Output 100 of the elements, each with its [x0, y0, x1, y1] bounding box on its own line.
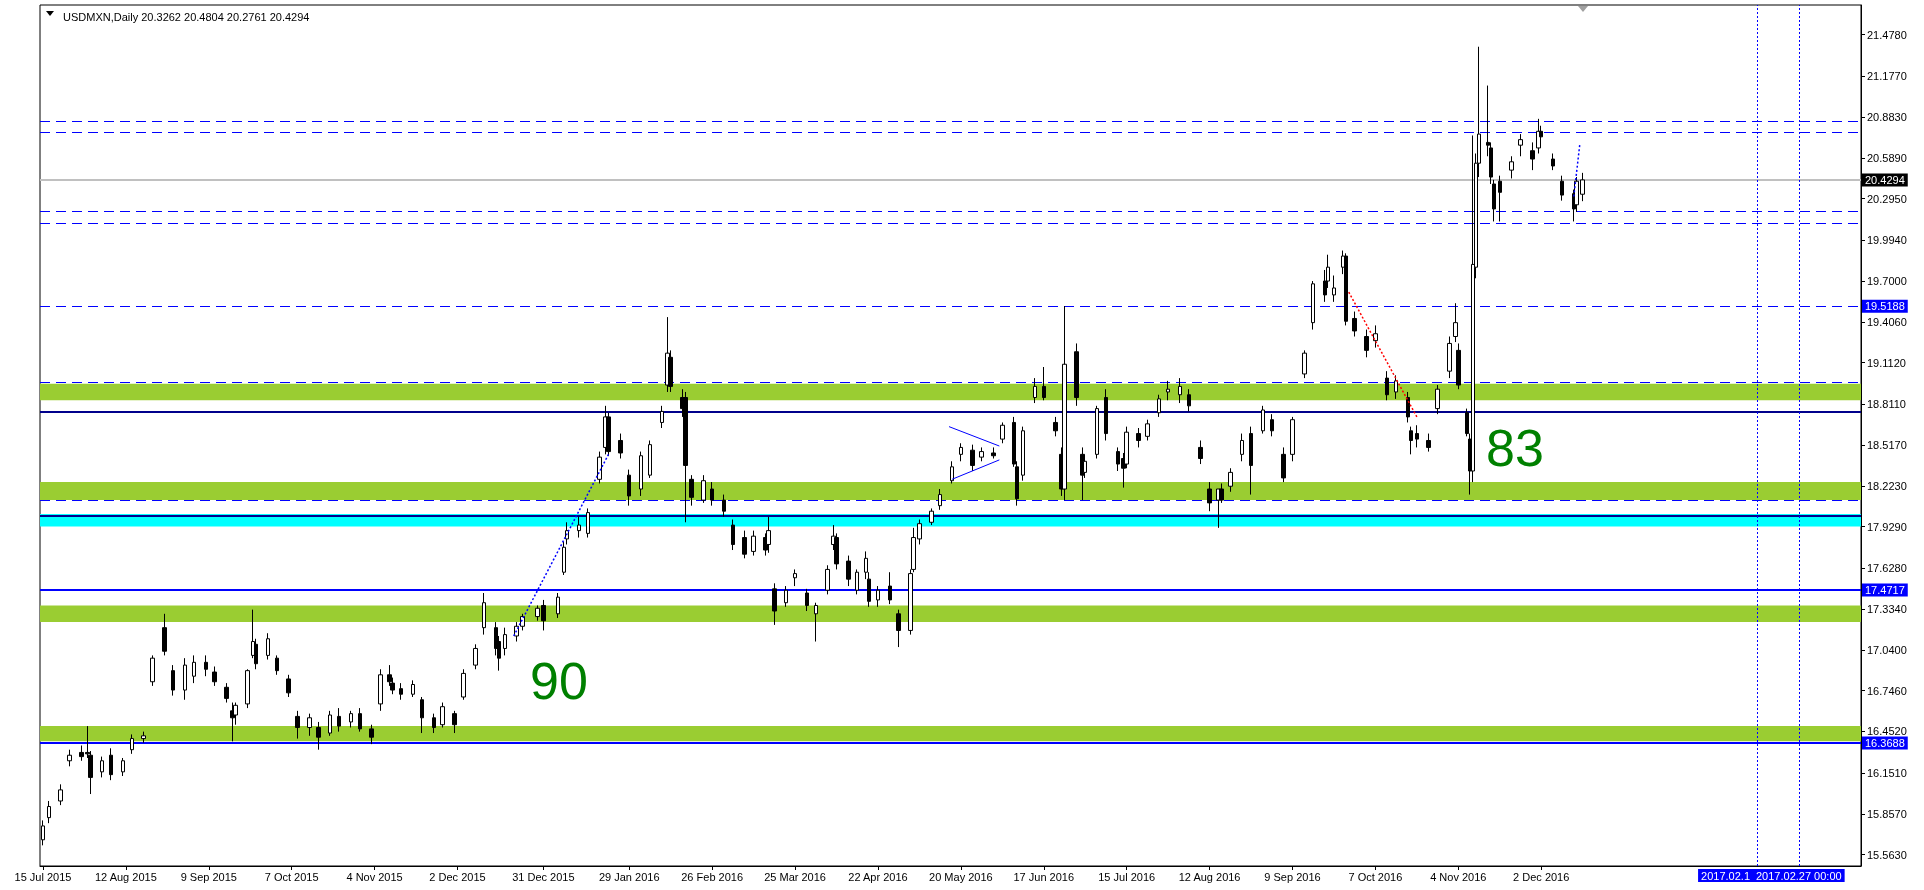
x-tick-label: 9 Sep 2015	[180, 870, 237, 883]
candlestick	[784, 585, 788, 608]
candlestick	[1157, 394, 1161, 418]
candlestick	[618, 433, 623, 460]
candlestick	[1281, 446, 1286, 483]
candlestick	[597, 451, 602, 484]
candlestick	[1062, 305, 1067, 501]
x-tick-label: 7 Oct 2015	[264, 870, 319, 883]
candlestick	[627, 469, 631, 507]
ref-line-label: 17.4717	[1865, 583, 1905, 596]
candlestick	[701, 474, 706, 504]
x-tick-label: 15 Jul 2016	[1098, 870, 1156, 883]
y-tick-label: 15.5630	[1867, 848, 1907, 861]
candlestick	[316, 721, 321, 751]
candlestick	[378, 668, 383, 712]
y-tick-label: 16.1510	[1867, 767, 1907, 780]
candlestick	[683, 391, 688, 523]
candlestick	[938, 488, 942, 511]
candlestick	[1033, 377, 1037, 404]
candlestick	[286, 674, 291, 698]
y-tick-label: 19.1120	[1867, 356, 1906, 369]
ref-line-label: 19.5188	[1865, 300, 1905, 313]
candlestick	[141, 731, 146, 744]
y-tick-label: 21.1770	[1867, 70, 1907, 83]
candlestick	[245, 668, 250, 709]
candlestick	[1509, 155, 1514, 179]
candlestick	[876, 585, 880, 608]
candlestick	[171, 664, 175, 697]
candlestick	[1456, 342, 1461, 390]
candlestick	[1228, 467, 1233, 493]
candlestick	[1178, 377, 1182, 404]
candlestick	[503, 627, 507, 656]
candlestick	[275, 654, 279, 676]
x-tick-label: 20 May 2016	[929, 870, 993, 883]
candlestick	[1344, 252, 1348, 326]
y-tick-label: 17.6280	[1867, 562, 1907, 575]
candlestick	[1207, 481, 1212, 512]
x-tick-label: 22 Apr 2016	[848, 870, 908, 883]
candlestick	[266, 632, 270, 661]
candlestick	[1145, 419, 1150, 441]
candlestick	[586, 507, 590, 539]
candlestick	[183, 657, 187, 701]
candlestick	[1136, 427, 1141, 448]
candlestick	[979, 446, 984, 462]
candlestick	[1352, 311, 1357, 338]
candlestick	[1373, 324, 1378, 349]
candlestick	[950, 460, 954, 484]
candlestick	[1415, 424, 1419, 448]
annotation: 90	[530, 651, 588, 710]
candlestick	[1498, 175, 1502, 222]
y-tick-label: 18.8110	[1867, 398, 1906, 411]
candlestick	[1560, 175, 1564, 202]
candlestick	[420, 696, 424, 734]
candlestick	[212, 665, 217, 687]
candlestick	[689, 474, 694, 507]
candlestick	[1447, 336, 1452, 379]
candlestick	[888, 571, 892, 605]
candlestick	[1000, 421, 1005, 444]
candlestick	[556, 592, 560, 619]
candlestick	[562, 541, 566, 576]
y-tick-label: 19.9940	[1867, 234, 1907, 247]
candlestick	[121, 757, 125, 777]
x-tick-label: 25 Mar 2016	[764, 870, 826, 883]
candlestick	[742, 530, 747, 559]
candlestick	[1453, 302, 1458, 343]
candlestick	[805, 588, 809, 612]
candlestick	[1290, 416, 1295, 462]
x-tick-label: 4 Nov 2016	[1430, 870, 1487, 883]
candlestick	[959, 442, 963, 462]
candlestick	[970, 444, 975, 472]
candlestick	[100, 756, 104, 778]
candlestick	[896, 609, 901, 648]
candlestick	[846, 555, 851, 587]
candlestick	[577, 516, 581, 539]
y-tick-label: 21.4780	[1867, 28, 1907, 41]
ref-line-label: 2017.02.1	[1701, 869, 1750, 882]
y-tick-label: 15.8570	[1867, 807, 1907, 820]
candlestick	[648, 439, 652, 479]
candlestick	[772, 582, 777, 626]
candlestick	[1385, 370, 1389, 401]
candlestick	[411, 679, 415, 698]
candlestick	[929, 507, 934, 526]
candlestick	[440, 702, 445, 728]
candlestick	[793, 568, 797, 587]
candlestick	[660, 405, 664, 429]
ref-line-label: 20.4294	[1865, 173, 1905, 186]
y-tick-label: 16.4520	[1867, 725, 1907, 738]
candlestick	[328, 710, 332, 737]
candlestick	[639, 451, 643, 497]
candlestick	[1095, 405, 1099, 460]
candlestick	[295, 710, 300, 740]
candlestick	[432, 713, 436, 734]
y-tick-label: 19.7000	[1867, 275, 1907, 288]
candlestick	[369, 724, 374, 745]
candlestick	[766, 516, 771, 554]
candlestick	[1364, 329, 1369, 358]
candlestick	[150, 654, 155, 687]
x-tick-label: 9 Sep 2016	[1264, 870, 1321, 883]
y-tick-label: 19.4060	[1867, 315, 1907, 328]
candlestick	[1394, 374, 1398, 400]
